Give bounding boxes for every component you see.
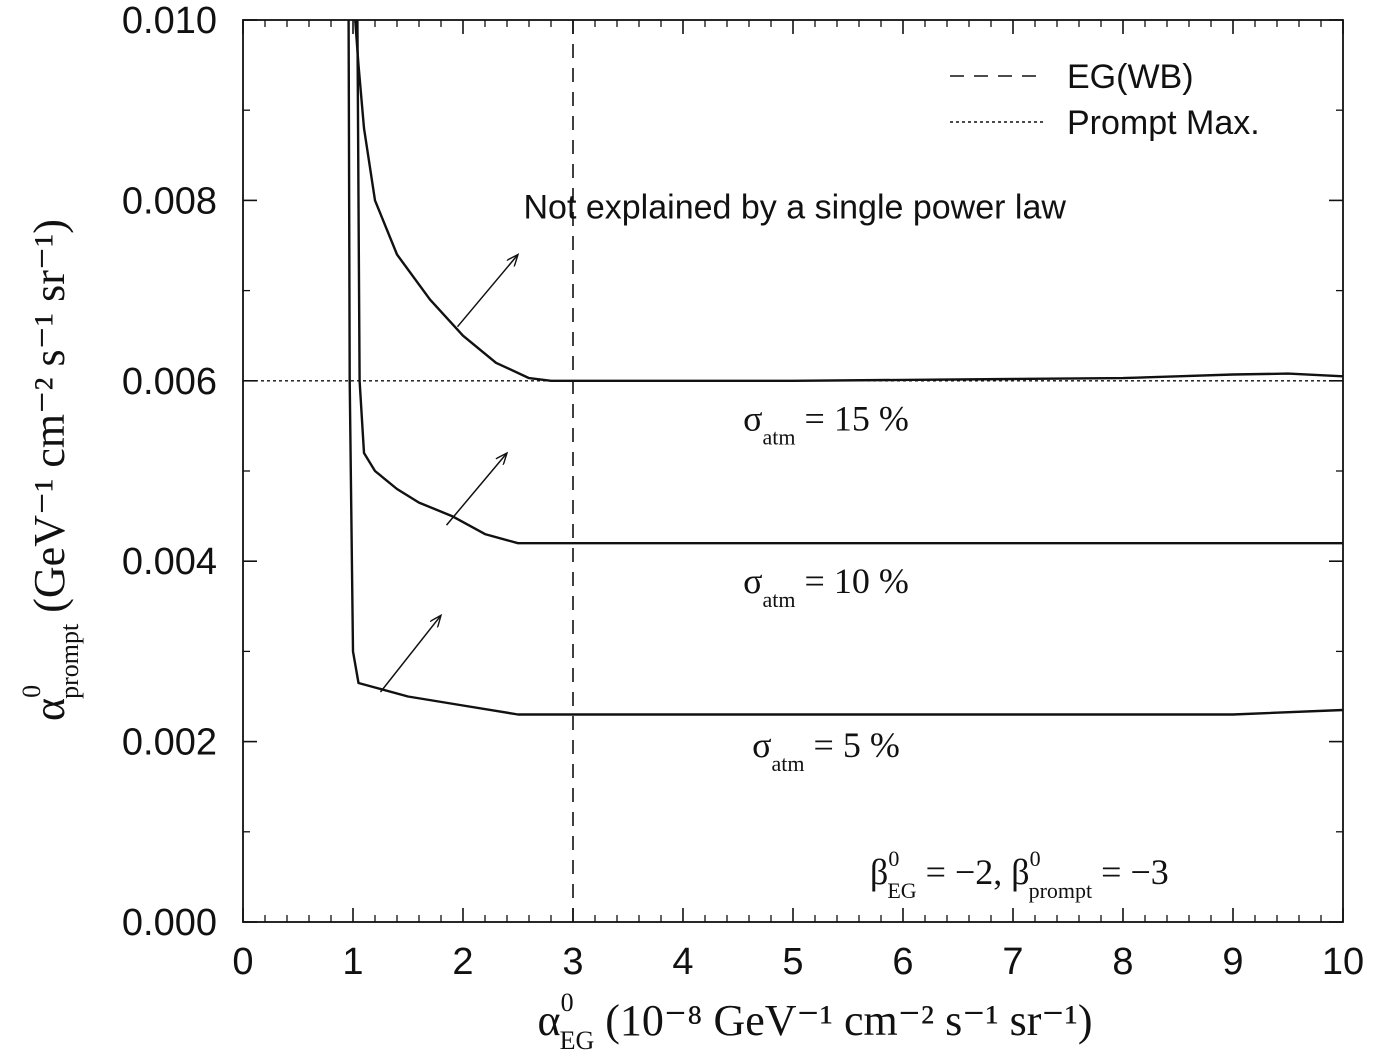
x-tick-label: 3 bbox=[562, 941, 583, 983]
series-label: σatm = 15 % bbox=[743, 398, 909, 449]
x-tick-label: 2 bbox=[452, 941, 473, 983]
y-tick-label: 0.006 bbox=[122, 361, 217, 403]
reference-lines bbox=[243, 20, 1343, 922]
series-labels: σatm = 15 % σatm = 10 % σatm = 5 % Not expl… bbox=[524, 188, 1169, 903]
y-tick-label: 0.004 bbox=[122, 541, 217, 583]
x-tick-label: 6 bbox=[892, 941, 913, 983]
x-tick-label: 1 bbox=[342, 941, 363, 983]
y-axis-title: α0 prompt (GeV⁻¹ cm⁻² s⁻¹ sr⁻¹) bbox=[17, 219, 84, 721]
legend-label: Prompt Max. bbox=[1067, 104, 1260, 142]
axis-titles: α0 EG (10⁻⁸ GeV⁻¹ cm⁻² s⁻¹ sr⁻¹) α0 prompt … bbox=[17, 219, 1093, 1050]
series-line-1 bbox=[356, 19, 1343, 545]
x-tick-label: 5 bbox=[782, 941, 803, 983]
annotation-arrow bbox=[456, 255, 519, 328]
x-tick-label: 0 bbox=[232, 941, 253, 983]
y-tick-label: 0.010 bbox=[122, 0, 217, 42]
plot-frame bbox=[242, 19, 1344, 923]
plot-area bbox=[242, 19, 1344, 923]
series-line-0 bbox=[354, 19, 1344, 382]
series-lines bbox=[347, 19, 1344, 716]
y-tick-label: 0.000 bbox=[122, 902, 217, 944]
x-tick-label: 7 bbox=[1002, 941, 1023, 983]
x-tick-label: 4 bbox=[672, 941, 693, 983]
annotation-arrows bbox=[379, 255, 519, 693]
y-tick-label: 0.008 bbox=[122, 180, 217, 222]
x-tick-label: 9 bbox=[1222, 941, 1243, 983]
annotation-text: Not explained by a single power law bbox=[524, 188, 1067, 226]
axis-ticks bbox=[242, 19, 1344, 923]
x-tick-label: 8 bbox=[1112, 941, 1133, 983]
series-label: σatm = 5 % bbox=[752, 725, 900, 776]
series-label: σatm = 10 % bbox=[743, 561, 909, 612]
annotation-arrow bbox=[379, 615, 442, 693]
annotation-arrow bbox=[445, 453, 508, 526]
y-tick-label: 0.002 bbox=[122, 722, 217, 764]
legend: EG(WB) Prompt Max. bbox=[950, 58, 1260, 142]
legend-label: EG(WB) bbox=[1067, 58, 1194, 96]
series-line-2 bbox=[347, 19, 1344, 716]
tick-labels: 0 1 2 3 4 5 6 7 8 9 10 0.000 0.002 0.004 0.006 0.008 0.0… bbox=[122, 0, 1364, 983]
x-tick-label: 10 bbox=[1322, 941, 1364, 983]
x-axis-title: α0 EG (10⁻⁸ GeV⁻¹ cm⁻² s⁻¹ sr⁻¹) bbox=[538, 988, 1093, 1050]
beta-parameters-text: β0 EG = −2, β0 prompt = −3 bbox=[870, 846, 1169, 903]
